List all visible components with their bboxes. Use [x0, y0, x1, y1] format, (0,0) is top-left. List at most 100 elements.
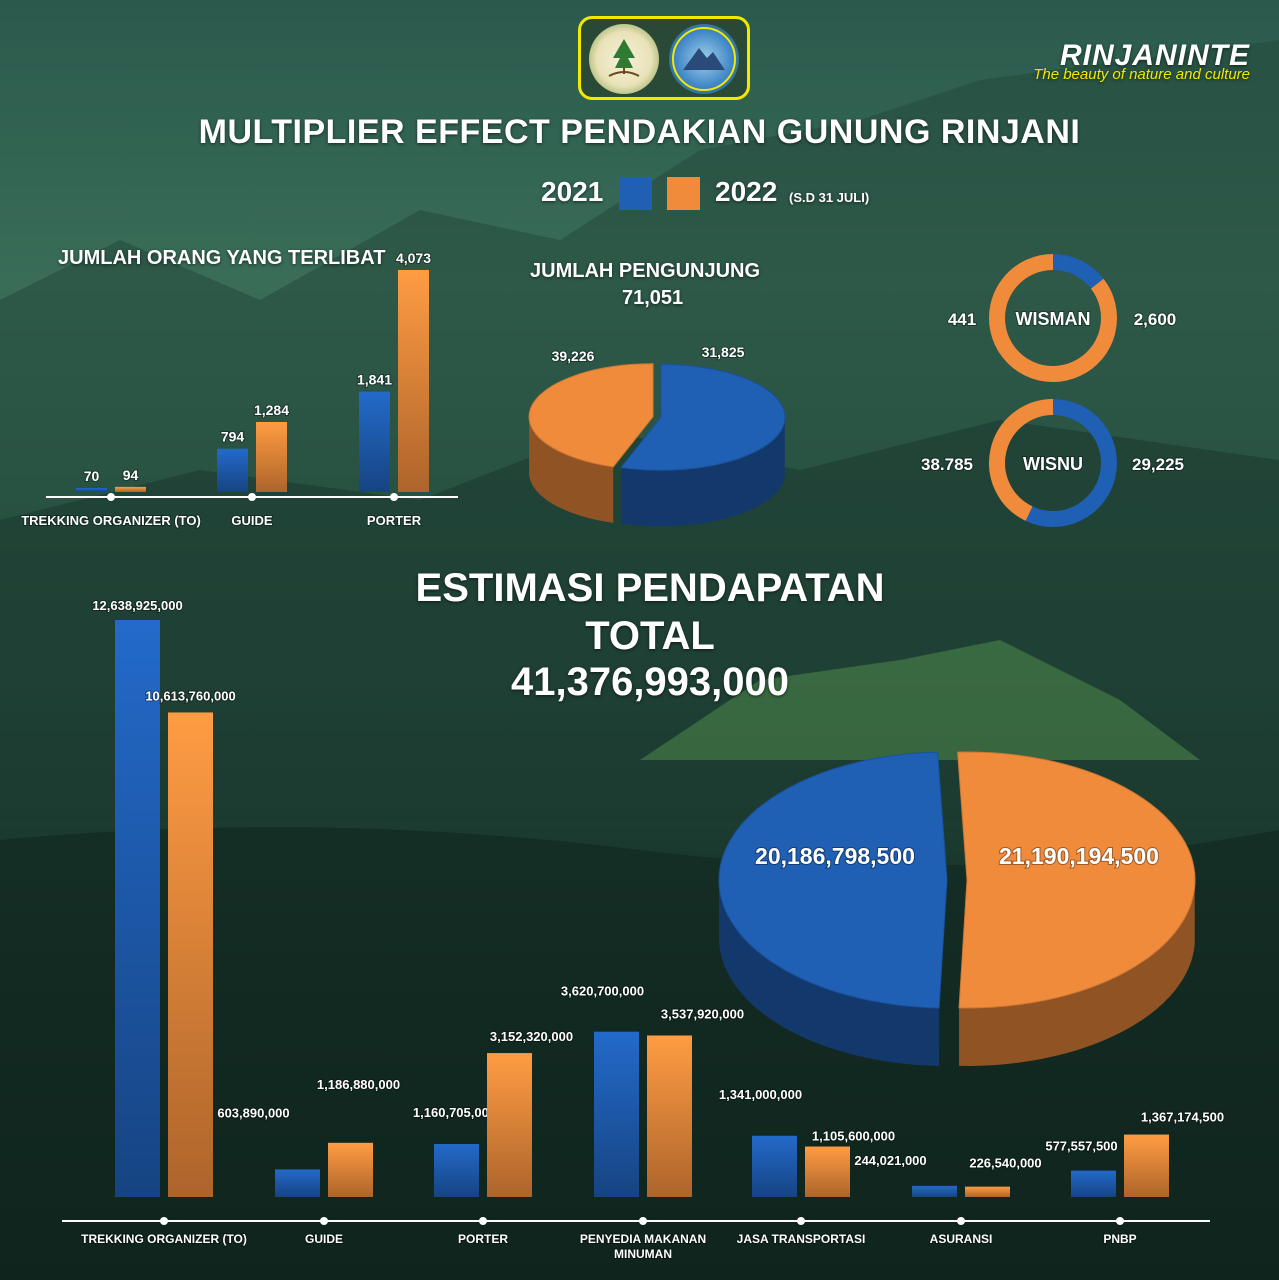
people-bar-2021-1	[217, 448, 248, 492]
income-bar-2022-0	[168, 712, 213, 1197]
income-bar-2022-1	[328, 1142, 373, 1197]
visitors-pie-slice-2021	[620, 363, 786, 471]
income-category-label-0: TREKKING ORGANIZER (TO)	[81, 1232, 247, 1246]
visitors-chart-title: JUMLAH PENGUNJUNG	[530, 260, 761, 282]
people-axis-tick-1	[248, 493, 256, 501]
income-value-label-2022-0: 10,613,760,000	[145, 688, 235, 703]
income-value-label-2021-0: 12,638,925,000	[92, 598, 182, 613]
wisman-donut-arc-2021	[1052, 254, 1104, 289]
income-category-line-1-0: GUIDE	[305, 1232, 343, 1246]
wisnu-donut-label-2021: 38.785	[921, 455, 973, 474]
income-category-line-6-0: PNBP	[1103, 1232, 1136, 1246]
income-pie-slice-2021	[718, 751, 948, 1009]
income-category-label-1: GUIDE	[305, 1232, 343, 1246]
income-value-label-2021-5: 244,021,000	[854, 1153, 926, 1168]
people-axis-tick-2	[390, 493, 398, 501]
people-category-label-1: GUIDE	[231, 513, 273, 528]
income-pie-side-2022	[959, 886, 1195, 1066]
wisnu-donut-arc-2022	[989, 399, 1054, 521]
people-bar-2021-0	[76, 488, 107, 492]
income-bar-2021-0	[115, 620, 160, 1197]
income-category-label-5: ASURANSI	[930, 1232, 993, 1246]
income-bar-2022-2	[487, 1053, 532, 1197]
visitors-pie-slice-2022	[528, 363, 654, 468]
income-category-label-4: JASA TRANSPORTASI	[737, 1232, 866, 1246]
income-category-line-4-0: JASA TRANSPORTASI	[737, 1232, 866, 1246]
income-category-label-3: PENYEDIA MAKANAN MINUMAN	[580, 1232, 706, 1261]
people-chart-title: JUMLAH ORANG YANG TERLIBAT	[58, 247, 386, 269]
legend-swatch-2021	[619, 177, 652, 210]
wisman-donut-label-2022: 2,600	[1134, 310, 1177, 329]
income-bar-2021-1	[275, 1169, 320, 1197]
income-axis-tick-6	[1116, 1217, 1124, 1225]
income-value-label-2021-2: 1,160,705,000	[413, 1105, 496, 1120]
income-chart-title-2: TOTAL	[585, 614, 715, 658]
income-bar-2022-4	[805, 1146, 850, 1197]
income-bar-2021-4	[752, 1135, 797, 1197]
national-park-emblem-icon	[669, 24, 739, 94]
people-bar-2022-0	[115, 486, 146, 492]
legend-label-2021: 2021	[541, 176, 604, 207]
income-axis-tick-5	[957, 1217, 965, 1225]
income-value-label-2022-6: 1,367,174,500	[1141, 1110, 1224, 1125]
wisnu-donut-arc-2021	[1025, 399, 1117, 527]
income-bar-2021-3	[594, 1031, 639, 1197]
wisman-donut-center-label: WISMAN	[1016, 309, 1091, 329]
income-pie-label-2022: 21,190,194,500	[999, 843, 1159, 869]
income-value-label-2022-4: 1,105,600,000	[812, 1129, 895, 1144]
income-axis-tick-0	[160, 1217, 168, 1225]
income-category-label-2: PORTER	[458, 1232, 508, 1246]
people-bar-2022-1	[256, 422, 287, 492]
legend-swatch-2022	[667, 177, 700, 210]
income-value-label-2021-1: 603,890,000	[217, 1105, 289, 1120]
income-pie-label-2021: 20,186,798,500	[755, 843, 915, 869]
income-bar-2021-5	[912, 1185, 957, 1197]
income-value-label-2021-4: 1,341,000,000	[719, 1087, 802, 1102]
income-category-line-5-0: ASURANSI	[930, 1232, 993, 1246]
people-value-label-2021-1: 794	[221, 429, 245, 445]
income-axis-tick-2	[479, 1217, 487, 1225]
people-value-label-2022-0: 94	[123, 467, 139, 483]
wisnu-donut-center-label: WISNU	[1023, 454, 1083, 474]
income-pie-slice-2022	[957, 751, 1196, 1009]
brand-name: RINJANINTE	[1059, 39, 1250, 72]
income-axis-tick-4	[797, 1217, 805, 1225]
visitors-pie-side-2021	[621, 419, 785, 527]
legend-note-2022: (S.D 31 JULI)	[789, 190, 870, 205]
income-value-label-2022-2: 3,152,320,000	[490, 1029, 573, 1044]
people-value-label-2021-0: 70	[84, 468, 100, 484]
income-bar-2022-3	[647, 1035, 692, 1197]
income-bar-2021-2	[434, 1144, 479, 1197]
income-total: 41,376,993,000	[510, 660, 790, 704]
visitors-total: 71,051	[622, 287, 684, 309]
brand-tagline: The beauty of nature and culture	[1033, 66, 1250, 83]
income-bar-2022-5	[965, 1186, 1010, 1197]
partner-logos	[578, 16, 750, 100]
income-axis-tick-3	[639, 1217, 647, 1225]
page-title: MULTIPLIER EFFECT PENDAKIAN GUNUNG RINJA…	[198, 113, 1081, 151]
wisman-donut-label-2021: 441	[948, 310, 976, 329]
people-value-label-2021-2: 1,841	[357, 372, 392, 388]
people-bar-2021-2	[359, 391, 390, 492]
legend-label-2022: 2022	[715, 176, 778, 207]
income-value-label-2021-6: 577,557,500	[1045, 1139, 1117, 1154]
wisnu-donut-label-2022: 29,225	[1132, 455, 1184, 474]
income-value-label-2022-5: 226,540,000	[969, 1156, 1041, 1171]
income-axis-tick-1	[320, 1217, 328, 1225]
wisman-donut-arc-2022	[989, 254, 1117, 382]
income-value-label-2021-3: 3,620,700,000	[561, 984, 644, 999]
people-bar-2022-2	[398, 270, 429, 492]
people-value-label-2022-2: 4,073	[396, 250, 431, 266]
visitors-label-2022: 31,825	[702, 344, 745, 360]
visitors-pie-side-2022	[529, 417, 614, 523]
income-category-line-0-0: TREKKING ORGANIZER (TO)	[81, 1232, 247, 1246]
people-value-label-2022-1: 1,284	[254, 402, 289, 418]
income-bar-2022-6	[1124, 1134, 1169, 1197]
people-axis-tick-0	[107, 493, 115, 501]
income-pie-side-2021	[719, 880, 940, 1066]
income-category-line-3-1: MINUMAN	[614, 1247, 672, 1261]
income-category-label-6: PNBP	[1103, 1232, 1136, 1246]
income-value-label-2022-1: 1,186,880,000	[317, 1077, 400, 1092]
people-category-label-0: TREKKING ORGANIZER (TO)	[21, 513, 201, 528]
visitors-label-2021: 39,226	[552, 348, 595, 364]
